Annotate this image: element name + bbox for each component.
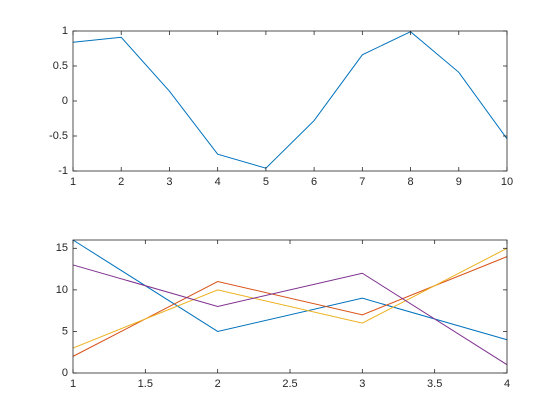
x-tick-label: 3 [166, 176, 172, 188]
data-line [72, 31, 508, 169]
y-tick-label: -0.5 [49, 130, 68, 142]
x-tick-label: 1.5 [138, 378, 153, 390]
x-tick-label: 1 [70, 378, 76, 390]
x-tick-label: 5 [263, 176, 269, 188]
x-tick-label: 8 [407, 176, 413, 188]
x-tick-label: 2.5 [282, 378, 297, 390]
data-line [72, 247, 508, 349]
x-tick-label: 9 [456, 176, 462, 188]
x-tick-label: 10 [501, 176, 513, 188]
data-line [72, 264, 508, 366]
x-tick-label: 2 [118, 176, 124, 188]
x-tick-label: 4 [215, 176, 221, 188]
y-tick-label: 15 [56, 242, 68, 254]
y-tick-label: 0.5 [53, 60, 68, 72]
x-tick-label: 1 [70, 176, 76, 188]
y-tick-label: 1 [62, 25, 68, 37]
x-tick-label: 3 [359, 378, 365, 390]
y-tick-label: 0 [62, 95, 68, 107]
x-tick-label: 6 [311, 176, 317, 188]
y-tick-label: 5 [62, 325, 68, 337]
y-tick-label: 0 [62, 367, 68, 379]
x-tick-label: 7 [359, 176, 365, 188]
x-tick-label: 3.5 [427, 378, 442, 390]
x-tick-label: 2 [215, 378, 221, 390]
x-tick-label: 4 [504, 378, 510, 390]
axes-background [73, 31, 507, 171]
y-tick-label: 10 [56, 284, 68, 296]
y-tick-label: -1 [58, 165, 68, 177]
